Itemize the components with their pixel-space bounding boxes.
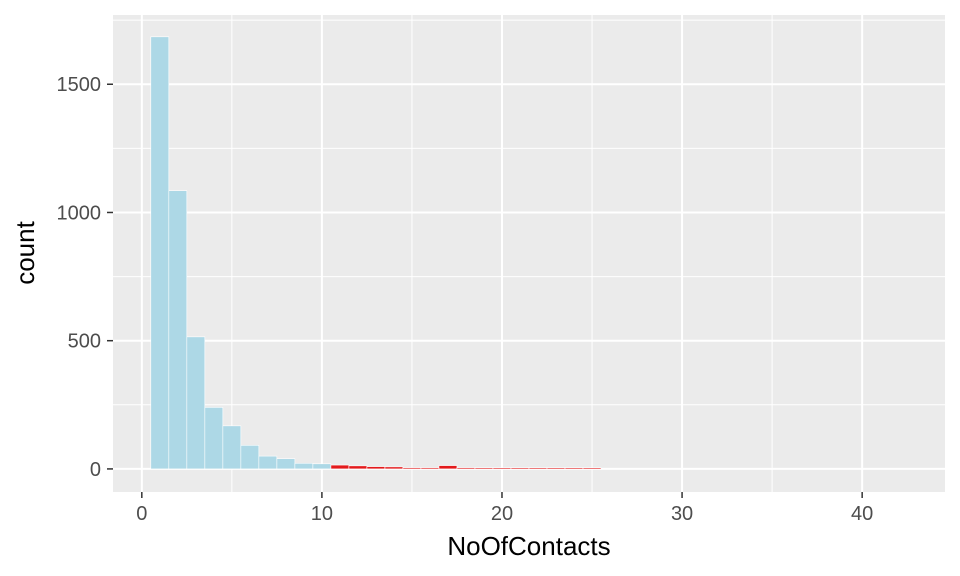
histogram-bar-highlight: [546, 467, 566, 470]
histogram-bar-highlight: [348, 465, 368, 470]
y-tick-label: 0: [90, 459, 101, 481]
histogram-bar: [186, 336, 206, 470]
histogram-bar-highlight: [402, 467, 422, 470]
histogram-bar-highlight: [492, 467, 512, 470]
grid-minor: [113, 15, 945, 492]
y-tick-label: 1500: [57, 74, 102, 96]
histogram-bar: [168, 190, 188, 470]
tick-labels: 0 10 20 30 40 0 500 1000 1500: [57, 74, 874, 525]
histogram-bar-highlight: [330, 464, 350, 470]
x-tick-label: 0: [136, 503, 147, 525]
x-tick-label: 30: [671, 503, 693, 525]
histogram-bar-highlight: [528, 467, 548, 470]
x-tick-label: 40: [851, 503, 873, 525]
x-axis-title: NoOfContacts: [447, 531, 610, 561]
axis-ticks: [107, 83, 863, 498]
histogram-bar: [258, 455, 278, 470]
histogram-bar-highlight: [366, 466, 386, 470]
y-tick-label: 1000: [57, 202, 102, 224]
histogram-bar-highlight: [384, 466, 404, 470]
y-tick-label: 500: [68, 331, 101, 353]
histogram-bar: [222, 425, 242, 470]
x-tick-label: 20: [491, 503, 513, 525]
y-axis-title: count: [10, 220, 40, 284]
x-tick-label: 10: [311, 503, 333, 525]
histogram-bar: [204, 407, 224, 470]
histogram-bar: [294, 462, 314, 470]
histogram-bar-highlight: [582, 467, 602, 470]
histogram-bar: [312, 463, 332, 470]
histogram-bar-highlight: [474, 467, 494, 470]
histogram-bar-highlight: [564, 467, 584, 470]
histogram-bar: [276, 458, 296, 470]
histogram-bar: [240, 445, 260, 470]
bars-group: [150, 36, 602, 470]
histogram-bar: [150, 36, 170, 470]
plot-panel: [113, 15, 945, 492]
histogram-bar-highlight: [438, 465, 458, 470]
histogram-bar-highlight: [420, 467, 440, 470]
histogram-bar-highlight: [456, 467, 476, 470]
histogram-bar-highlight: [510, 467, 530, 470]
